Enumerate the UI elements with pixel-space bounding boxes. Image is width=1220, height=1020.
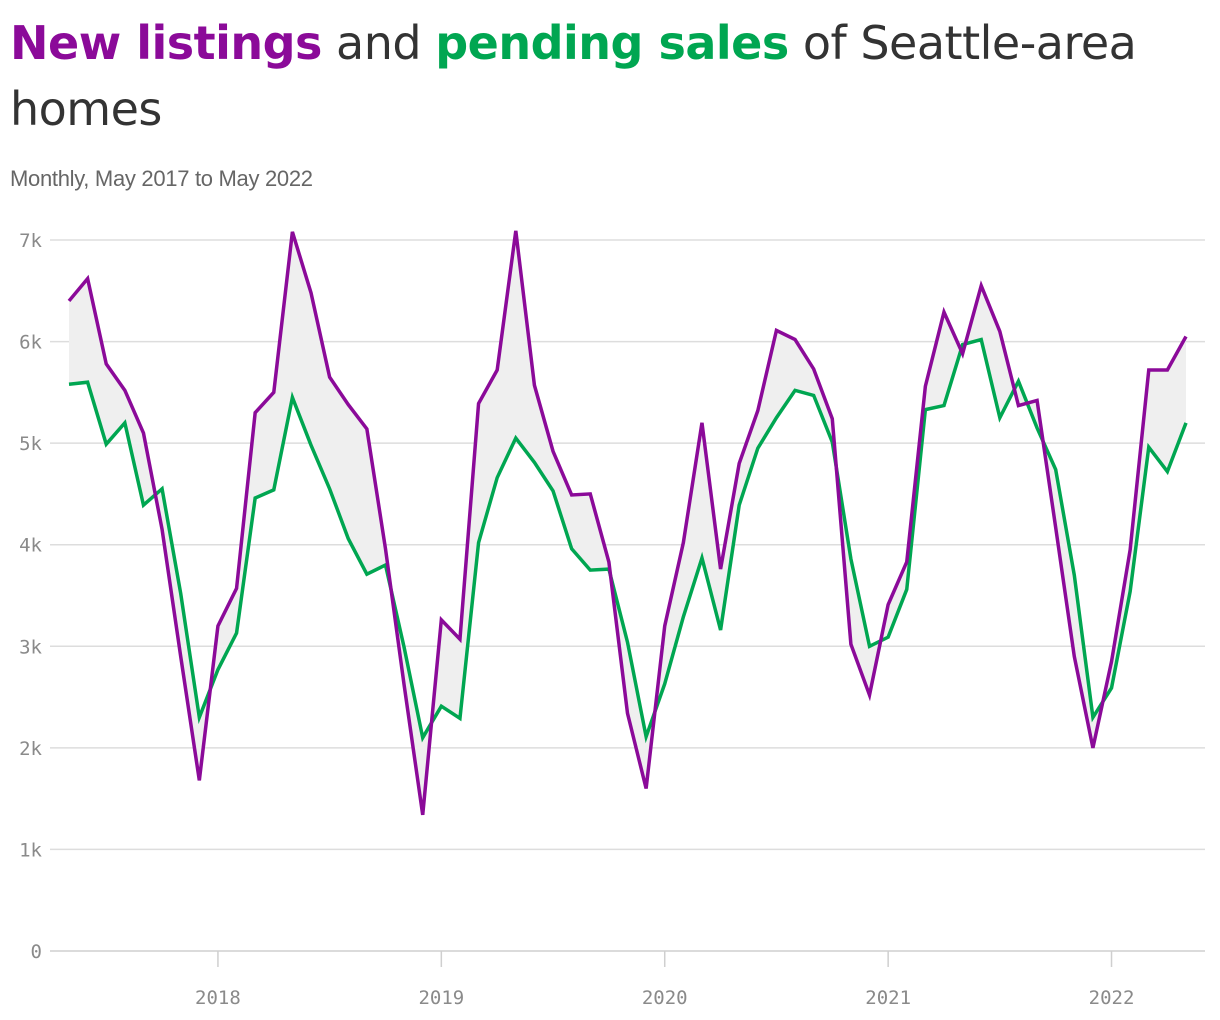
x-tick-label: 2021 (865, 987, 911, 1009)
grid-lines (50, 239, 1205, 952)
series-line-pending-sales (68, 337, 1188, 744)
chart-subtitle: Monthly, May 2017 to May 2022 (10, 166, 313, 191)
x-tick-label: 2018 (195, 987, 241, 1009)
x-tick-label: 2022 (1089, 987, 1135, 1009)
y-tick-label: 2k (19, 738, 42, 760)
y-tick-label: 1k (19, 839, 42, 861)
y-tick-label: 7k (19, 230, 42, 252)
y-tick-label: 0 (31, 941, 42, 963)
series-line-new-listings (67, 230, 1188, 816)
y-tick-label: 3k (19, 636, 42, 658)
y-tick-label: 5k (19, 433, 42, 455)
y-tick-label: 4k (19, 535, 42, 557)
x-axis: 2018 2019 2020 2021 2022 (195, 951, 1134, 1009)
title-pending-sales: pending sales (435, 16, 789, 70)
chart-title: New listings and pending sales of Seattl… (10, 10, 1200, 142)
gap-fill (69, 230, 1186, 815)
y-tick-label: 6k (19, 332, 42, 354)
x-tick-label: 2019 (418, 987, 464, 1009)
x-tick-label: 2020 (642, 987, 688, 1009)
title-rest: of Seattle-area homes (10, 16, 1137, 136)
gap-area (69, 230, 1186, 815)
title-new-listings: New listings (10, 16, 322, 70)
y-axis: 0 1k 2k 3k 4k 5k 6k 7k (19, 230, 42, 963)
title-and: and (321, 16, 436, 70)
series-lines (67, 230, 1188, 816)
